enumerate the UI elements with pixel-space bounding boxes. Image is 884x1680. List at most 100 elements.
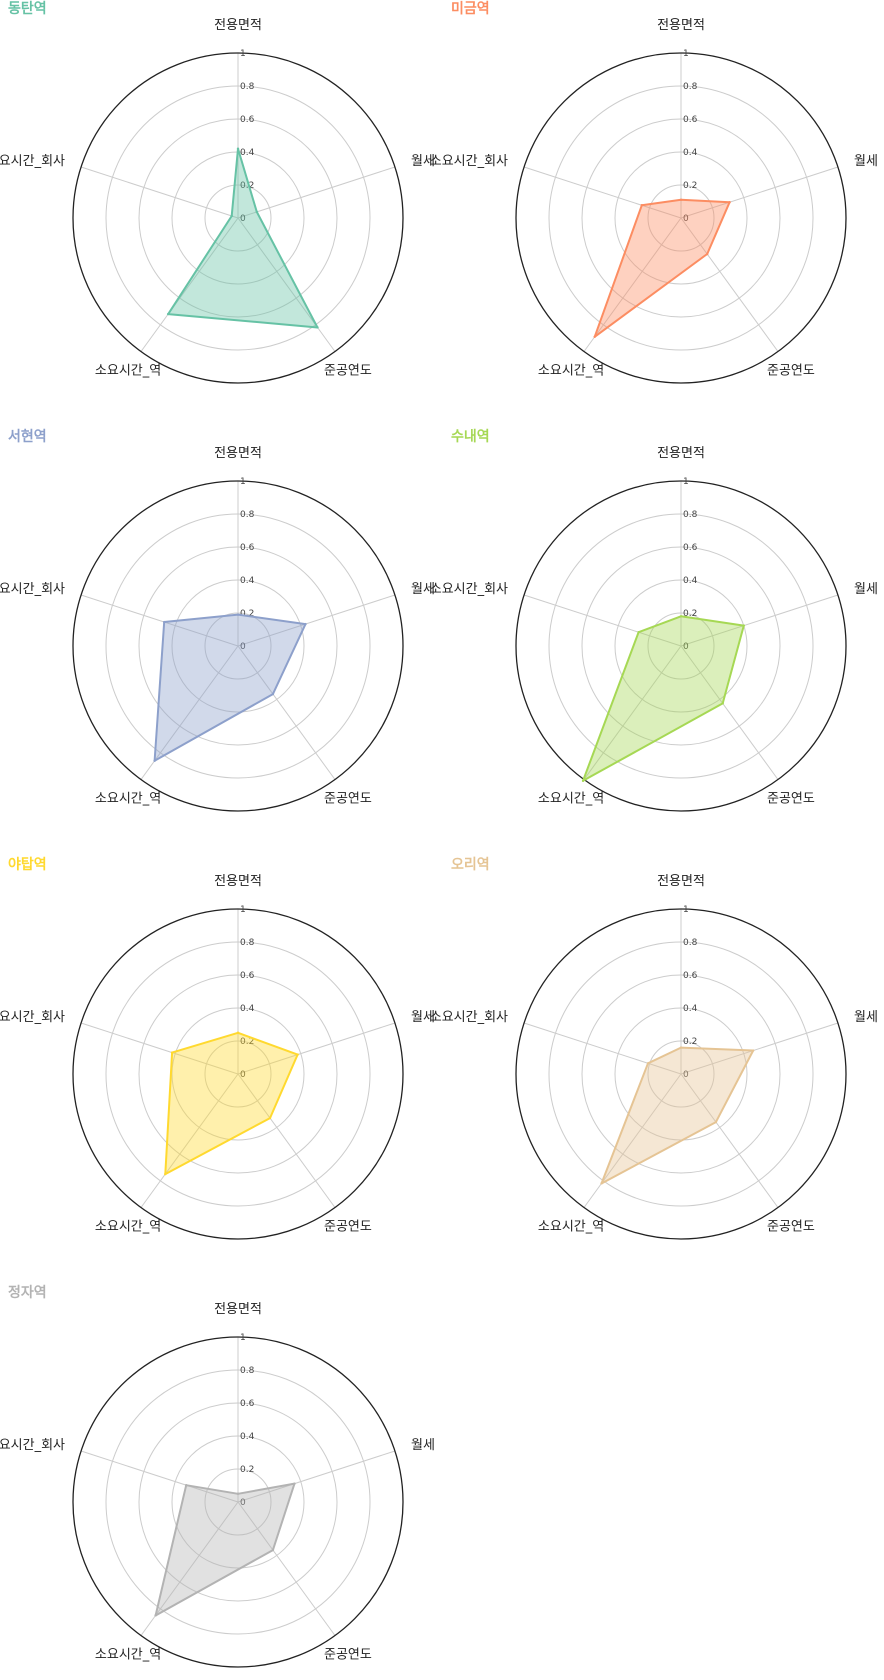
series-polygon: [153, 613, 307, 762]
outer-frame: [515, 480, 847, 812]
spoke-line: [80, 166, 239, 219]
spoke-line: [237, 1022, 396, 1075]
spoke-line: [80, 594, 239, 647]
axis-label: 준공연도: [324, 791, 372, 806]
tick-label: 0.4: [683, 148, 698, 158]
data-point: [271, 1548, 275, 1552]
series-polygon: [154, 1482, 296, 1617]
spoke-line: [523, 166, 682, 219]
tick-label: 0.4: [240, 576, 255, 586]
outer-frame: [515, 908, 847, 1240]
data-point: [166, 312, 170, 316]
tick-label: 0.8: [683, 938, 698, 948]
tick-label: 0.4: [683, 576, 698, 586]
data-point: [154, 1614, 157, 1617]
axis-label: 소요시간_역: [538, 1219, 604, 1234]
tick-label: 0.6: [683, 115, 698, 125]
tick-label: 0: [240, 1498, 246, 1508]
tick-label: 0: [240, 1070, 246, 1080]
spoke-line: [140, 217, 239, 352]
data-point: [296, 1053, 299, 1056]
spoke-line: [523, 1022, 682, 1075]
data-point: [581, 779, 585, 783]
data-point: [742, 624, 745, 627]
tick-label: 1: [683, 477, 689, 487]
axis-label: 준공연도: [324, 1647, 372, 1662]
tick-label: 1: [240, 477, 246, 487]
spoke-line: [80, 1022, 239, 1075]
tick-label: 0.6: [240, 543, 255, 553]
spoke-line: [680, 645, 779, 780]
axis-label: 월세: [411, 582, 435, 597]
tick-label: 1: [683, 49, 689, 59]
series-polygon: [164, 1031, 299, 1176]
data-point: [163, 620, 166, 624]
outer-frame: [72, 52, 404, 384]
data-point: [268, 1116, 272, 1120]
outer-frame: [72, 480, 404, 812]
tick-label: 0.2: [240, 609, 254, 619]
spoke-line: [680, 594, 839, 647]
axis-label: 준공연도: [324, 363, 372, 378]
spoke-line: [680, 1073, 779, 1208]
spoke-line: [237, 1073, 336, 1208]
data-point: [714, 1120, 718, 1124]
panel-title: 동탄역: [8, 0, 47, 17]
data-point: [751, 1049, 755, 1052]
axis-label: 소요시간_역: [95, 1647, 161, 1662]
tick-label: 0.8: [240, 510, 255, 520]
panel-title: 오리역: [451, 856, 490, 873]
tick-label: 0.2: [683, 181, 697, 191]
spoke-line: [237, 217, 336, 352]
axis-label: 전용면적: [214, 1302, 262, 1317]
spoke-line: [680, 217, 779, 352]
data-point: [600, 1182, 603, 1185]
spoke-line: [237, 1450, 396, 1503]
tick-label: 0.4: [240, 1432, 255, 1442]
axis-label: 소요시간_회사: [0, 582, 65, 597]
data-point: [255, 210, 259, 214]
data-point: [646, 1062, 650, 1065]
tick-label: 0.8: [240, 82, 255, 92]
data-point: [705, 252, 709, 256]
tick-label: 0.8: [683, 510, 698, 520]
data-point: [236, 613, 240, 616]
spoke-line: [140, 645, 239, 780]
tick-label: 1: [683, 905, 689, 915]
outer-frame: [72, 1336, 404, 1668]
data-point: [293, 1482, 296, 1485]
data-point: [640, 204, 643, 207]
data-point: [721, 702, 724, 705]
tick-label: 1: [240, 1333, 246, 1343]
data-point: [316, 326, 319, 329]
data-point: [271, 692, 275, 696]
tick-label: 0.4: [240, 1004, 255, 1014]
data-point: [679, 615, 683, 618]
tick-label: 0.8: [240, 938, 255, 948]
data-point: [593, 335, 596, 339]
axis-label: 전용면적: [657, 446, 705, 461]
series-polygon: [167, 147, 319, 329]
data-point: [304, 622, 307, 626]
axis-label: 전용면적: [214, 874, 262, 889]
axis-label: 월세: [854, 582, 878, 597]
data-point: [170, 1051, 174, 1054]
series-polygon: [600, 1046, 755, 1185]
axis-label: 준공연도: [324, 1219, 372, 1234]
spoke-line: [140, 1501, 239, 1636]
spoke-line: [80, 1450, 239, 1503]
axis-label: 소요시간_회사: [0, 1438, 65, 1453]
axis-label: 소요시간_역: [95, 363, 161, 378]
data-point: [236, 1031, 240, 1034]
data-point: [728, 200, 731, 204]
axis-label: 전용면적: [657, 18, 705, 33]
tick-label: 0.6: [683, 543, 698, 553]
tick-label: 0.4: [240, 148, 255, 158]
axis-label: 월세: [411, 1438, 435, 1453]
series-polygon: [593, 198, 731, 338]
axis-label: 소요시간_역: [538, 791, 604, 806]
